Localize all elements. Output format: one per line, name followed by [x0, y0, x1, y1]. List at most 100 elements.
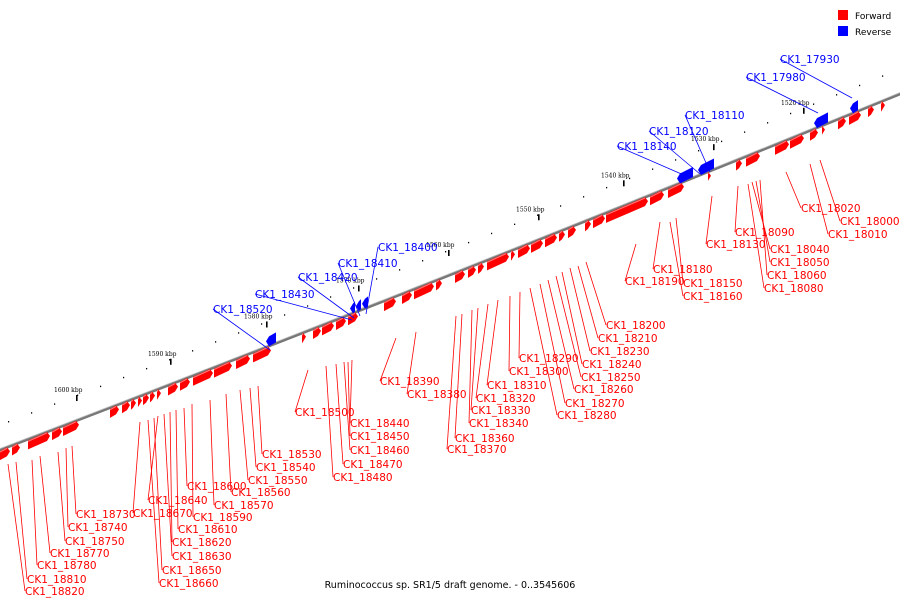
gene-label: CK1_18370: [447, 444, 507, 456]
gene-label: CK1_18460: [350, 445, 410, 457]
gene-label: CK1_18240: [582, 359, 642, 371]
scale-tick-label: 1540 kbp: [601, 172, 630, 179]
gene-label: CK1_18130: [706, 239, 766, 251]
scale-dot: [31, 412, 33, 414]
forward-gene-highlight: [809, 129, 816, 134]
gene-label: CK1_18550: [248, 475, 308, 487]
gene-label-leader: [65, 447, 69, 528]
forward-gene-block: [511, 250, 515, 261]
scale-tick-label: 1600 kbp: [54, 387, 83, 394]
gene-label-leader: [819, 159, 841, 222]
gene-label: CK1_18060: [767, 270, 827, 282]
gene-label-leader: [569, 267, 591, 352]
forward-gene-highlight: [667, 183, 682, 191]
forward-gene-block: [138, 396, 142, 408]
gene-label-leader: [616, 145, 687, 177]
scale-tick-mark: [266, 321, 268, 328]
gene-label: CK1_18640: [148, 495, 208, 507]
forward-gene-block: [708, 171, 711, 182]
gene-label-leader: [163, 413, 173, 557]
forward-gene-highlight: [584, 220, 589, 224]
forward-gene-block: [322, 321, 334, 336]
scale-dot: [744, 131, 746, 133]
forward-gene-block: [585, 219, 591, 232]
scale-dot: [353, 287, 355, 289]
forward-gene-highlight: [789, 134, 802, 142]
scale-dot: [238, 332, 240, 334]
forward-gene-highlight: [235, 355, 248, 362]
gene-label-leader: [349, 359, 353, 424]
gene-label-leader: [705, 195, 713, 245]
gene-label-leader: [191, 403, 194, 518]
gene-label-leader: [539, 283, 566, 404]
gene-label: CK1_18450: [350, 431, 410, 443]
forward-gene-highlight: [867, 106, 872, 110]
gene-label: CK1_18520: [213, 304, 273, 316]
gene-label-leader: [175, 409, 179, 530]
gene-label-leader: [809, 163, 829, 235]
scale-tick-label: 1590 kbp: [148, 351, 177, 358]
scale-ticks: 1520 kbp 1530 kbp 1540 kbp 1550 kbp 1560 kbp…: [54, 100, 810, 402]
scale-dot: [445, 251, 447, 253]
scale-dot: [399, 269, 401, 271]
forward-gene-highlight: [567, 226, 574, 231]
gene-label: CK1_18340: [469, 418, 529, 430]
forward-gene-highlight: [301, 333, 304, 336]
forward-gene-highlight: [156, 389, 159, 392]
gene-label-leader: [475, 303, 489, 399]
gene-label-leader: [57, 451, 66, 542]
forward-gene-highlight: [649, 191, 662, 198]
scale-dot: [491, 232, 493, 235]
gene-label: CK1_18300: [509, 366, 569, 378]
scale-dot: [169, 359, 171, 361]
forward-gene-block: [214, 361, 232, 378]
gene-label-leader: [325, 365, 334, 478]
forward-gene-block: [436, 279, 442, 291]
forward-gene-block: [478, 262, 484, 274]
forward-gene-block: [193, 368, 213, 386]
gene-label-leader: [169, 411, 173, 543]
gene-label-leader: [561, 271, 583, 365]
gene-label: CK1_18500: [295, 407, 355, 419]
gene-label: CK1_18430: [255, 289, 315, 301]
gene-label-leader: [153, 417, 163, 571]
scale-dot: [123, 376, 125, 379]
scale-dot: [790, 112, 792, 115]
forward-gene-block: [150, 391, 155, 403]
scale-dot: [261, 323, 263, 325]
scale-dot: [468, 241, 470, 244]
gene-label-leader: [759, 179, 768, 276]
forward-gene-block: [593, 214, 605, 229]
forward-gene-highlight: [592, 214, 603, 221]
gene-label: CK1_18410: [338, 258, 398, 270]
gene-label: CK1_18530: [262, 449, 322, 461]
gene-label-leader: [468, 309, 473, 424]
gene-label: CK1_18010: [828, 229, 888, 241]
gene-label: CK1_18620: [172, 537, 232, 549]
scale-dot: [376, 278, 378, 280]
reverse-gene-block: [698, 158, 714, 175]
scale-dot: [537, 214, 539, 216]
genome-backbone: [0, 92, 900, 452]
gene-label: CK1_18250: [581, 372, 641, 384]
genome-backbone-highlight: [0, 92, 900, 450]
gene-label-leader: [518, 291, 521, 359]
figure-caption: Ruminococcus sp. SR1/5 draft genome. - 0…: [325, 580, 576, 591]
scale-dot: [675, 159, 677, 161]
reverse-gene-block: [356, 299, 361, 312]
forward-gene-block: [849, 110, 861, 125]
gene-label-leader: [183, 407, 188, 487]
gene-label-leader: [675, 217, 684, 284]
scale-tick-label: 1550 kbp: [516, 206, 545, 213]
scale-dot: [215, 341, 217, 343]
gene-label-leader: [31, 459, 38, 566]
forward-gene-highlight: [735, 159, 740, 164]
scale-tick-mark: [713, 144, 715, 151]
forward-gene-block: [518, 244, 530, 259]
gene-label-leader: [577, 265, 599, 339]
forward-gene-block: [650, 190, 664, 206]
forward-gene-block: [668, 182, 684, 199]
gene-features: [0, 100, 885, 461]
forward-gene-highlight: [880, 101, 883, 105]
